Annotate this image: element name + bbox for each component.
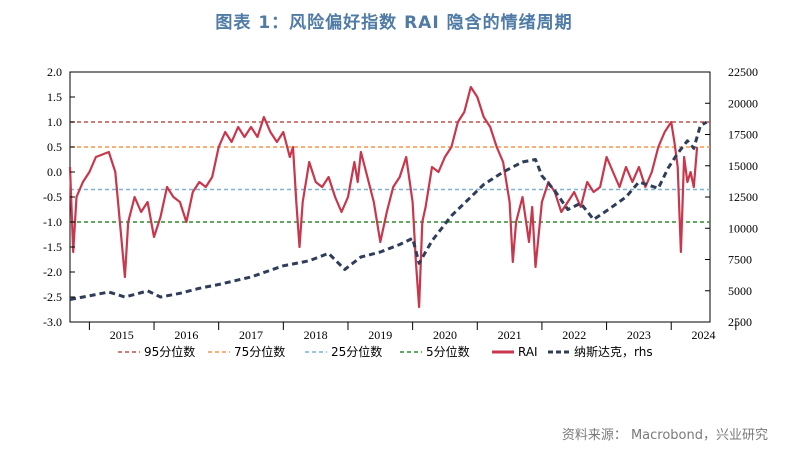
y-right-tick-label: 12500 [728, 190, 758, 204]
y-right-tick-label: 7500 [728, 253, 752, 267]
legend-label-0: 95分位数 [144, 344, 195, 359]
x-tick-label: 2022 [562, 328, 586, 342]
y-left-tick-label: 2.0 [47, 65, 62, 79]
y-left-tick-label: -2.0 [43, 265, 62, 279]
chart-title: 图表 1：风险偏好指数 RAI 隐含的情绪周期 [215, 13, 573, 33]
y-left-tick-label: 0.0 [47, 165, 62, 179]
y-left-tick-label: 1.0 [47, 115, 62, 129]
y-right-tick-label: 15000 [728, 159, 758, 173]
y-left-tick-label: 0.5 [47, 140, 62, 154]
y-left-tick-label: -0.5 [43, 190, 62, 204]
legend-label-1: 75分位数 [234, 344, 285, 359]
x-tick-label: 2018 [304, 328, 328, 342]
x-tick-label: 2017 [239, 328, 263, 342]
series-line-0 [68, 85, 699, 309]
x-tick-label: 2020 [433, 328, 457, 342]
y-left-tick-label: -3.0 [43, 315, 62, 329]
x-tick-label: 2023 [627, 328, 651, 342]
legend-label-5: 纳斯达克，rhs [574, 345, 653, 359]
y-right-tick-label: 20000 [728, 96, 758, 110]
source-note: 资料来源： Macrobond，兴业研究 [561, 428, 768, 443]
y-right-tick-label: 17500 [728, 128, 758, 142]
legend: 95分位数 75分位数 25分位数 5分位数 RAI 纳斯达克，rhs [118, 344, 653, 359]
y-right-tick-label: 2500 [728, 315, 752, 329]
series-layer [68, 85, 708, 309]
y-right-tick-label: 22500 [728, 65, 758, 79]
x-tick-label: 2024 [692, 328, 716, 342]
y-right-tick-label: 10000 [728, 221, 758, 235]
y-left-tick-label: -2.5 [43, 290, 62, 304]
y-axis-left: 2.0 1.5 1.0 0.5 0.0 -0.5 -1.0 -1.5 -2.0 -2.5 -3.0 [43, 65, 75, 329]
reference-lines [70, 121, 710, 223]
x-tick-label: 2019 [368, 328, 392, 342]
x-tick-label: 2016 [174, 328, 198, 342]
x-axis: 2015 2016 2017 2018 2019 2020 2021 2022 2023 2024 [88, 322, 737, 342]
y-right-tick-label: 5000 [728, 284, 752, 298]
x-tick-label: 2015 [110, 328, 134, 342]
legend-label-2: 25分位数 [331, 344, 382, 359]
x-tick-label: 2021 [498, 328, 522, 342]
legend-label-4: RAI [518, 345, 538, 359]
y-left-tick-label: -1.5 [43, 240, 62, 254]
y-left-tick-label: -1.0 [43, 215, 62, 229]
series-line-1 [69, 120, 708, 301]
y-axis-right: 22500 20000 17500 15000 12500 10000 7500 5000 25… [705, 65, 758, 329]
y-left-tick-label: 1.5 [47, 90, 62, 104]
legend-label-3: 5分位数 [426, 344, 470, 359]
